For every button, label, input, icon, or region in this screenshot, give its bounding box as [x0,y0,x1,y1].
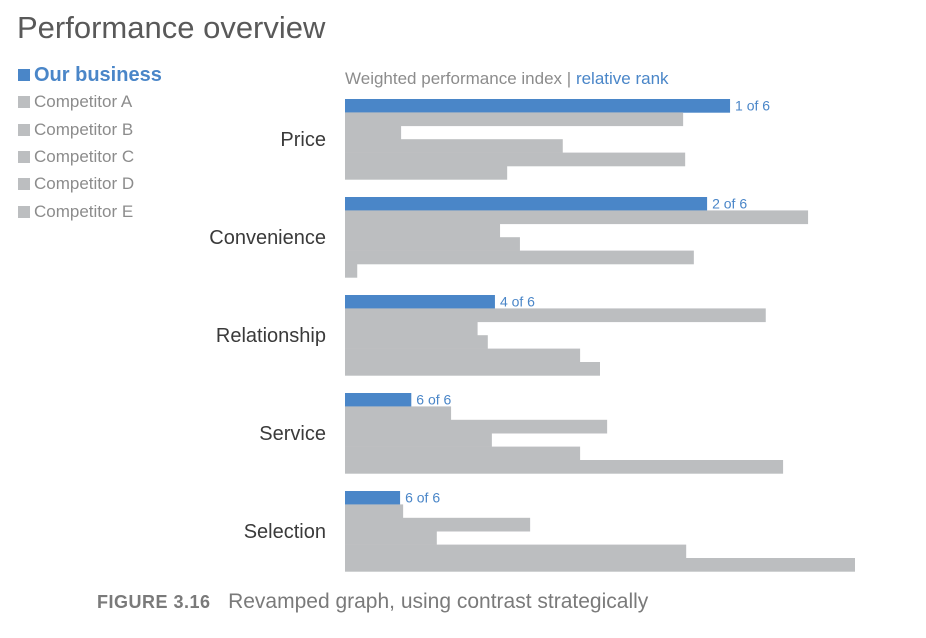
category-label: Convenience [209,227,326,249]
bar-competitor [345,264,358,278]
bar-competitor [345,166,508,180]
legend-item: Competitor C [18,146,134,168]
bar-competitor [345,321,478,336]
bar-our-business [345,491,401,505]
bar-competitor [345,237,520,251]
bar-competitor [345,446,581,461]
bar-our-business [345,393,412,407]
bar-competitor [345,210,809,225]
caption-text: Revamped graph, using contrast strategic… [228,590,649,613]
legend-label: Competitor A [34,92,133,112]
legend-swatch [18,150,30,163]
subtitle-separator: | [567,69,571,88]
bar-competitor [345,139,563,153]
bar-competitor [345,433,492,447]
rank-label: 6 of 6 [405,489,440,505]
legend-label: Competitor E [34,201,134,221]
page-title: Performance overview [17,10,326,45]
legend-swatch [18,69,30,81]
bar-competitor [345,152,686,167]
figure-caption: FIGURE 3.16 Revamped graph, using contra… [97,590,648,614]
bar-competitor [345,504,404,519]
subtitle-prefix: Weighted performance index [345,69,563,88]
category-labels: Price Convenience Relationship Service Selec… [209,129,326,543]
bar-competitor [345,517,531,532]
bar-competitor [345,544,687,559]
legend-swatch [18,205,30,218]
bar-competitor [345,406,452,421]
legend-swatch [18,123,30,136]
bar-competitor [345,348,581,363]
bar-competitor [345,308,766,323]
bar-competitor [345,531,437,545]
chart-subtitle: Weighted performance index | relative ra… [345,69,669,88]
bar-competitor [345,460,784,474]
legend-swatch [18,96,30,109]
legend-item: Competitor A [18,91,132,113]
bar-our-business [345,197,708,211]
bar-competitor [345,250,694,265]
bar-competitor [345,362,600,376]
rank-label: 4 of 6 [500,293,535,309]
legend-label: Competitor B [34,119,134,139]
legend-item: Our business [18,64,162,86]
legend-label: Competitor C [34,146,135,166]
legend-item: Competitor B [18,119,133,141]
rank-label: 6 of 6 [416,391,451,407]
bar-our-business [345,295,495,309]
legend-item: Competitor E [18,201,133,223]
bar-competitor [345,125,402,140]
category-label: Service [259,423,326,445]
legend-label: Competitor D [34,174,135,194]
bar-our-business [345,99,731,113]
legend-label: Our business [34,63,162,86]
category-label: Relationship [216,325,326,347]
figure-label: FIGURE 3.16 [97,592,211,612]
rank-label: 1 of 6 [735,97,770,113]
category-label: Price [280,129,326,151]
subtitle-highlight: relative rank [576,69,669,88]
category-label: Selection [244,521,326,543]
bar-competitor [345,419,608,434]
legend-item: Competitor D [18,173,134,195]
legend-swatch [18,178,30,191]
bar-group [345,99,855,572]
bar-competitor [345,112,684,127]
bar-competitor [345,335,488,349]
rank-labels: 1 of 6 2 of 6 4 of 6 6 of 6 6 of 6 [405,97,770,505]
bar-competitor [345,558,855,572]
rank-label: 2 of 6 [712,195,747,211]
bar-competitor [345,223,501,238]
